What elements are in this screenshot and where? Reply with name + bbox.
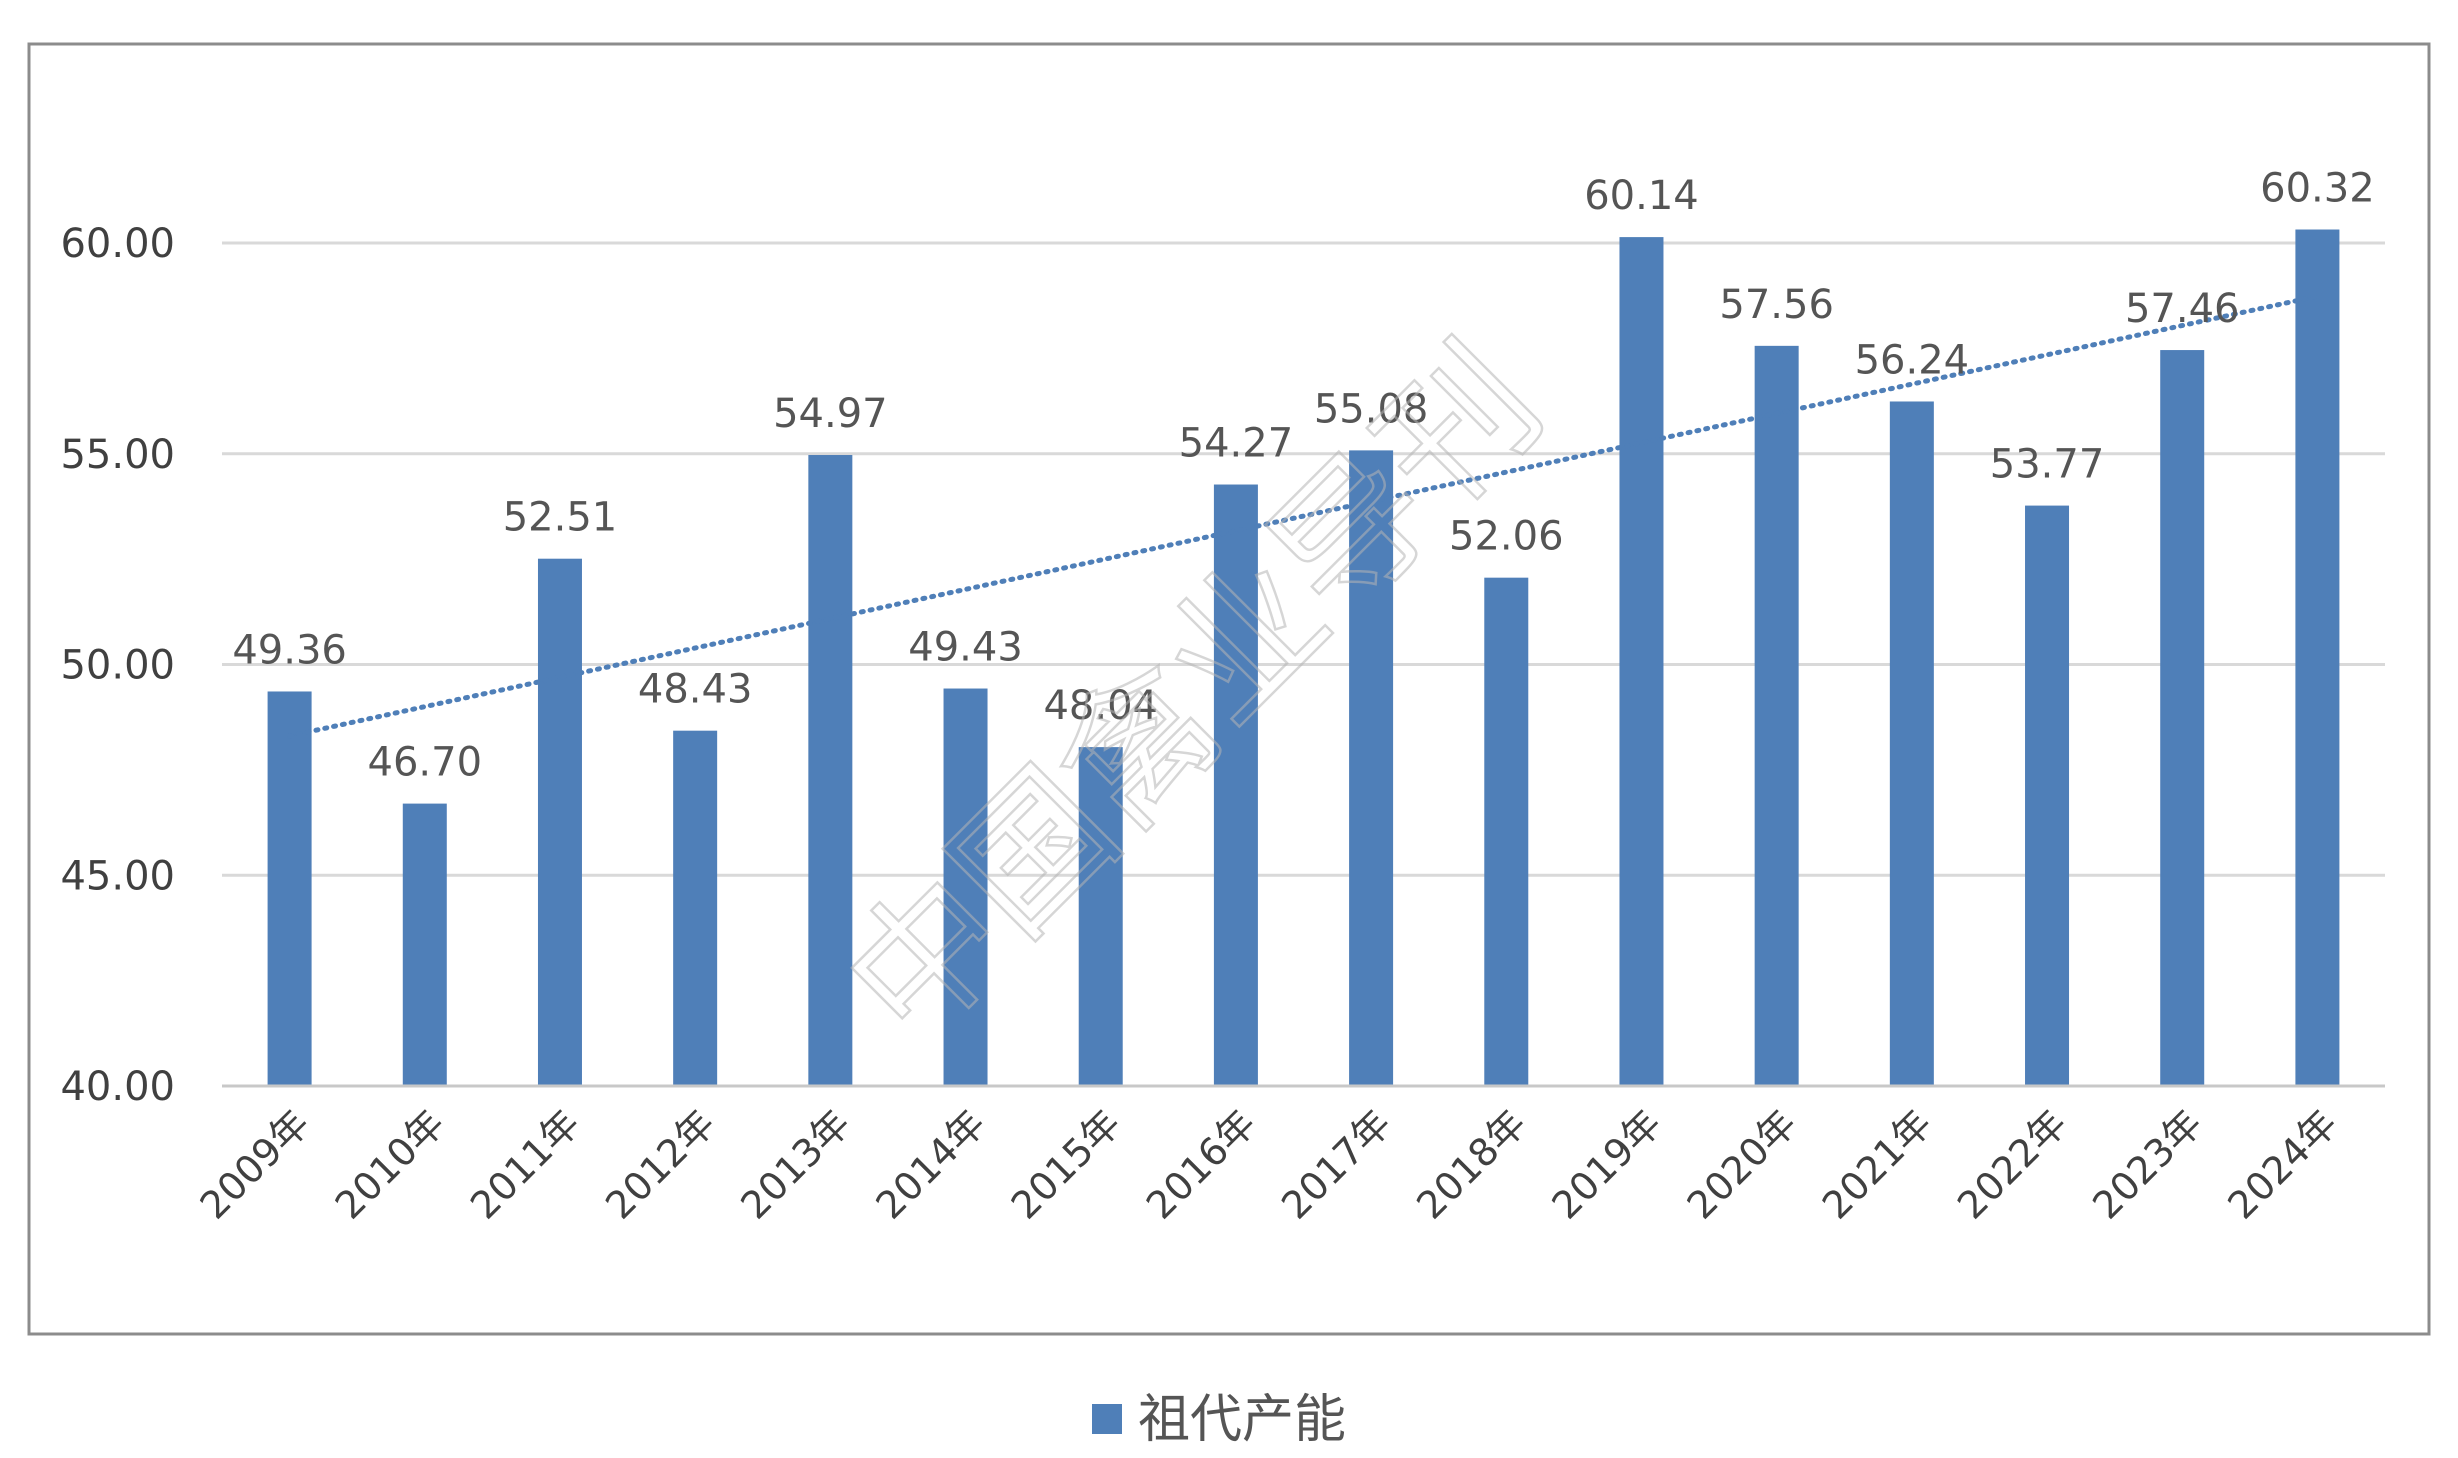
bar [943,688,988,1086]
bar [1484,577,1529,1086]
data-label: 52.06 [1449,514,1564,560]
bar [2160,350,2205,1086]
data-label: 60.14 [1584,173,1699,219]
data-label: 52.51 [503,495,618,541]
legend-label: 祖代产能 [1138,1390,1346,1450]
trendline [287,293,2320,739]
bar [1349,450,1394,1086]
y-tick-label: 40.00 [60,1064,175,1110]
data-label: 48.04 [1043,683,1158,729]
data-label: 48.43 [638,667,753,713]
data-label: 54.97 [773,391,888,437]
legend-swatch [1092,1404,1122,1434]
bar [1619,237,1664,1086]
y-tick-label: 50.00 [60,643,175,689]
bar [1078,747,1123,1086]
bar [267,691,312,1086]
bar [1889,401,1934,1086]
data-labels: 49.36 46.70 52.51 48.43 54.97 49.43 48.04 54.27… [232,166,2374,786]
y-tick-label: 45.00 [60,853,175,899]
data-label: 53.77 [1990,442,2105,488]
data-label: 55.08 [1314,386,1429,432]
bars [267,229,2340,1087]
data-label: 49.36 [232,627,347,673]
data-label: 56.24 [1855,337,1970,383]
bar [673,730,718,1086]
bar [402,803,447,1086]
bar [1213,484,1258,1086]
gridlines [222,241,2385,877]
data-label: 57.56 [1719,282,1834,328]
y-tick-label: 60.00 [60,221,175,267]
bar [2295,229,2340,1087]
bar [537,558,582,1086]
data-label: 49.43 [908,625,1023,671]
y-axis-ticks: 40.00 45.00 50.00 55.00 60.00 [60,221,175,1110]
bar [2025,505,2070,1087]
data-label: 46.70 [368,740,483,786]
bar [1754,345,1799,1086]
data-label: 57.46 [2125,286,2240,332]
data-label: 60.32 [2260,166,2375,212]
y-tick-label: 55.00 [60,432,175,478]
data-label: 54.27 [1179,421,1294,467]
bar [808,455,853,1086]
legend: 祖代产能 [1092,1390,1346,1450]
